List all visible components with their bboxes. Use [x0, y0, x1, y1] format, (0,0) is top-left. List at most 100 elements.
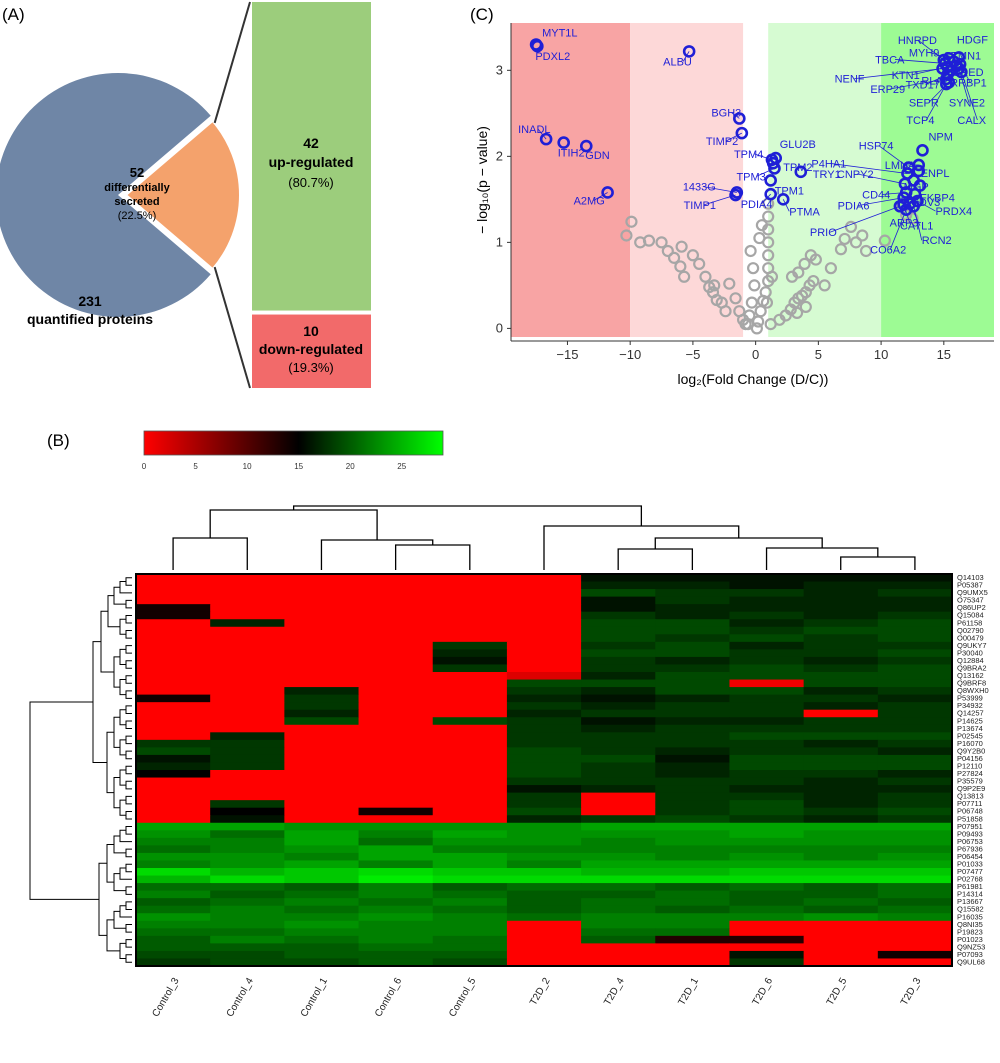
heatmap-cell: [655, 905, 730, 914]
volcano-point-label: MGP: [904, 181, 929, 193]
volcano-leader-line: [928, 51, 949, 59]
heatmap-row-label: P13667: [957, 897, 983, 906]
volcano-point: [809, 253, 822, 266]
heatmap-cell: [358, 664, 434, 673]
volcano-y-tick-label: 0: [496, 320, 503, 335]
heatmap-cell: [136, 905, 211, 914]
volcano-point: [849, 236, 863, 249]
heatmap-cell: [877, 792, 953, 801]
dendrogram-link: [125, 720, 132, 730]
heatmap-cell: [655, 574, 730, 583]
heatmap-row-label: P01033: [957, 859, 983, 868]
heatmap-row-label: Q9Y2B0: [957, 746, 985, 755]
heatmap-cell: [210, 913, 285, 922]
heatmap-cell: [581, 754, 656, 763]
heatmap-cell: [136, 785, 211, 794]
volcano-point-label: SEPR: [909, 97, 939, 109]
heatmap-colorbar: 0 5 10 15 20 25: [142, 430, 444, 471]
heatmap-cell: [729, 611, 805, 620]
heatmap-cell: [432, 641, 508, 650]
heatmap-cell: [210, 589, 285, 598]
heatmap-cell: [803, 634, 879, 643]
volcano-point-label: PRDX4: [935, 206, 972, 218]
heatmap-cell: [581, 852, 656, 861]
heatmap-cell: [581, 860, 656, 869]
volcano-point-label: RCN2: [922, 235, 952, 247]
heatmap-cell: [284, 898, 360, 907]
volcano-x-tick-label: −5: [685, 347, 700, 362]
heatmap-cell: [655, 596, 730, 605]
volcano-point: [708, 279, 721, 292]
heatmap-cell: [358, 852, 434, 861]
volcano-point-label: ITIH2: [558, 148, 585, 160]
heatmap-cell: [358, 649, 434, 658]
heatmap-cell: [655, 913, 730, 922]
heatmap-cell: [432, 920, 508, 929]
volcano-point: [744, 244, 757, 258]
heatmap-cell: [432, 935, 508, 944]
heatmap-column-label: T2D_6: [751, 976, 776, 1008]
heatmap-cell: [655, 694, 730, 703]
heatmap-cell: [655, 732, 730, 741]
heatmap-row-label: Q13813: [957, 792, 984, 801]
volcano-point: [760, 296, 774, 309]
volcano-point: [844, 220, 858, 233]
volcano-region-3: [881, 23, 994, 337]
heatmap-cell: [729, 739, 805, 748]
heatmap-cell: [581, 905, 656, 914]
dendrogram-link: [125, 901, 132, 910]
dendrogram-link: [98, 862, 107, 936]
heatmap-cell: [729, 574, 805, 583]
volcano-point-label: TIMP2: [706, 136, 738, 148]
heatmap-row-label: P61158: [957, 618, 982, 627]
heatmap-cell: [432, 611, 508, 620]
heatmap-cell: [432, 770, 508, 779]
heatmap-row-label: P12110: [957, 761, 982, 770]
heatmap-row-label: P14314: [957, 890, 983, 899]
heatmap-cell: [803, 875, 879, 884]
heatmap-cell: [506, 754, 582, 763]
heatmap-cell: [506, 852, 582, 861]
colorbar-tick-label: 0: [142, 462, 147, 471]
heatmap-cell: [581, 785, 656, 794]
dendrogram-link: [125, 675, 132, 684]
heatmap-cell: [136, 604, 211, 613]
heatmap-cell: [136, 770, 211, 779]
heatmap-cell: [729, 807, 805, 816]
dendrogram-link: [125, 630, 132, 639]
heatmap-cell: [210, 596, 285, 605]
volcano-point-label: TRY1: [813, 169, 841, 181]
heatmap-row-label: Q14103: [957, 573, 984, 582]
volcano-leader-line: [760, 193, 771, 205]
heatmap-cell: [506, 596, 582, 605]
heatmap-cell: [284, 868, 360, 877]
volcano-point-label: CDV3: [911, 197, 940, 209]
volcano-highlight-point: [601, 186, 614, 199]
heatmap-cell: [284, 958, 360, 967]
heatmap-cell: [729, 943, 805, 952]
heatmap-cell: [581, 641, 656, 650]
pie-total-value: 231: [78, 293, 102, 309]
heatmap-row-labels: Q14103P05387Q9UMX5O75347Q86UP2Q15084P611…: [957, 573, 989, 966]
connector-line-top: [213, 1, 251, 124]
heatmap-cell: [877, 868, 953, 877]
heatmap-cell: [358, 762, 434, 771]
volcano-highlight-point: [768, 162, 781, 175]
volcano-leader-line: [911, 66, 948, 76]
volcano-point-label: HNRPD: [898, 35, 937, 47]
heatmap-cell: [284, 709, 360, 718]
heatmap-cell: [210, 935, 285, 944]
volcano-x-tick-label: −10: [619, 347, 641, 362]
volcano-x-tick-label: 0: [752, 347, 759, 362]
heatmap-cell: [877, 958, 953, 967]
heatmap-cell: [877, 672, 953, 681]
heatmap-cell: [655, 754, 730, 763]
colorbar-tick-label: 5: [193, 462, 198, 471]
heatmap-cell: [358, 777, 434, 786]
heatmap-cell: [803, 717, 879, 726]
heatmap-cell: [432, 950, 508, 959]
heatmap-cell: [358, 626, 434, 635]
heatmap-cell: [358, 950, 434, 959]
heatmap-cell: [581, 935, 656, 944]
heatmap-cell: [581, 845, 656, 854]
